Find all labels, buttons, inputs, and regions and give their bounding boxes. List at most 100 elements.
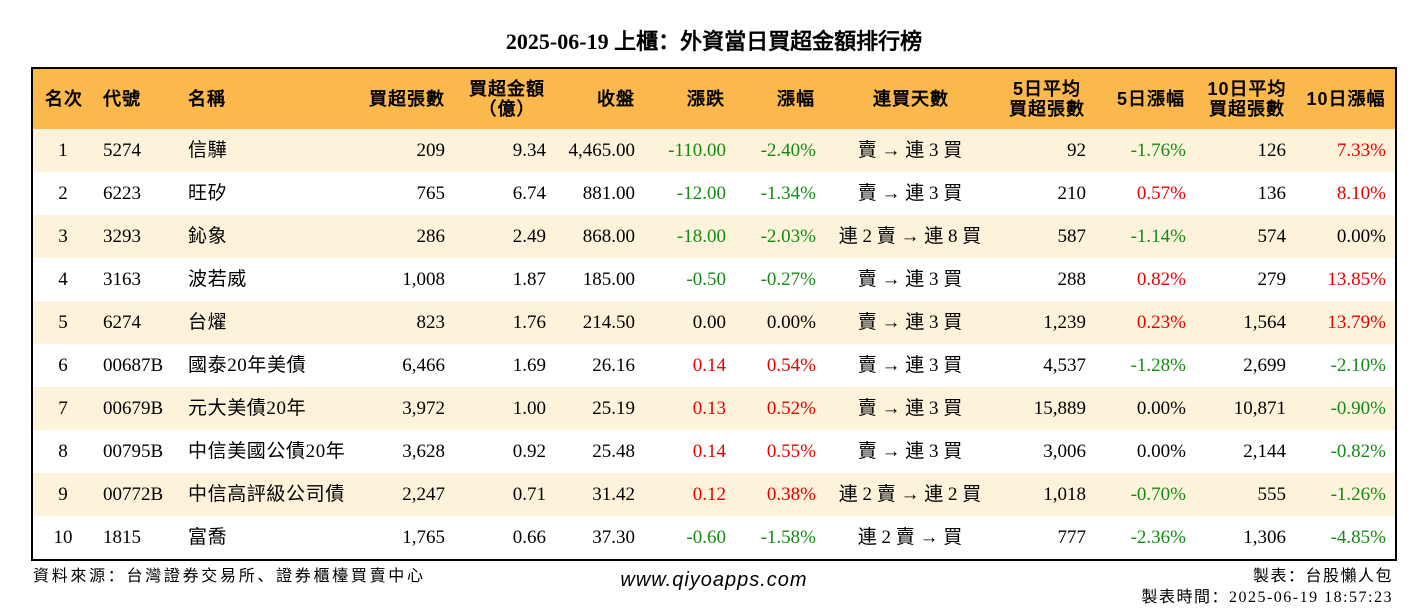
cell-close: 25.19 <box>592 398 635 419</box>
cell-name: 中信美國公債20年 <box>188 441 346 462</box>
table-row: 8 00795B 中信美國公債20年 3,628 0.92 25.48 0.14 0.55% 賣… <box>33 430 1395 473</box>
column-header-avg10-net-buy-lots: 10日平均 買超張數 <box>1197 69 1297 129</box>
cell-change-5d: 0.00% <box>1136 398 1186 419</box>
cell-net-buy-lots: 3,972 <box>402 398 445 419</box>
cell-change-10d: -4.85% <box>1330 527 1386 548</box>
cell-change-pct: 0.38% <box>766 484 816 505</box>
cell-change-10d: -0.82% <box>1330 441 1386 462</box>
cell-avg10-net-buy-lots: 2,144 <box>1243 441 1286 462</box>
column-header-line: 買超金額 <box>469 79 545 99</box>
cell-code: 00772B <box>103 484 164 505</box>
cell-change-pct: -1.58% <box>760 527 816 548</box>
cell-net-buy-amount: 1.69 <box>512 355 546 376</box>
cell-avg5-net-buy-lots: 92 <box>1067 140 1086 161</box>
table-row: 4 3163 波若威 1,008 1.87 185.00 -0.50 -0.27% 賣 → 連 … <box>33 258 1395 301</box>
cell-buy-streak: 連 2 賣 → 連 2 買 <box>838 484 982 505</box>
column-header-line: 名稱 <box>188 89 226 109</box>
cell-net-buy-amount: 6.74 <box>512 183 546 204</box>
column-header-line: 名次 <box>45 89 83 109</box>
cell-code: 00795B <box>103 441 164 462</box>
cell-avg10-net-buy-lots: 1,564 <box>1243 312 1286 333</box>
cell-close: 881.00 <box>582 183 635 204</box>
column-header-line: 漲幅 <box>777 89 815 109</box>
table-row: 3 3293 鈊象 286 2.49 868.00 -18.00 -2.03% 連 2 賣 → … <box>33 215 1395 258</box>
cell-name: 鈊象 <box>188 226 228 247</box>
cell-rank: 5 <box>58 312 68 333</box>
cell-change-10d: 8.10% <box>1336 183 1386 204</box>
column-header-line: （億） <box>478 99 536 119</box>
cell-avg5-net-buy-lots: 210 <box>1057 183 1087 204</box>
ranking-table: 名次 代號 名稱 買超張數 買超金額 （億） 收盤 漲跌 漲幅 連買天數 5日平均 買超張數 5日漲幅 1… <box>31 67 1397 561</box>
cell-change: 0.13 <box>692 398 726 419</box>
data-source-note: 資料來源：台灣證券交易所、證券櫃檯買賣中心 <box>33 568 426 585</box>
column-header-close: 收盤 <box>576 69 656 129</box>
column-header-change: 漲跌 <box>666 69 746 129</box>
cell-name: 旺矽 <box>188 183 228 204</box>
column-header-rank: 名次 <box>34 69 94 129</box>
cell-net-buy-lots: 765 <box>416 183 446 204</box>
cell-change-5d: -2.36% <box>1130 527 1186 548</box>
cell-buy-streak: 賣 → 連 3 買 <box>857 355 963 376</box>
cell-change-5d: 0.00% <box>1136 441 1186 462</box>
cell-rank: 6 <box>58 355 68 376</box>
cell-change-10d: 13.79% <box>1327 312 1386 333</box>
column-header-line: 連買天數 <box>873 89 949 109</box>
cell-buy-streak: 賣 → 連 3 買 <box>857 269 963 290</box>
cell-avg5-net-buy-lots: 288 <box>1057 269 1087 290</box>
cell-net-buy-lots: 209 <box>416 140 446 161</box>
cell-net-buy-amount: 2.49 <box>512 226 546 247</box>
cell-code: 6274 <box>103 312 141 333</box>
page-title: 2025-06-19 上櫃：外資當日買超金額排行榜 <box>505 29 923 54</box>
cell-buy-streak: 賣 → 連 3 買 <box>857 140 963 161</box>
cell-close: 25.48 <box>592 441 635 462</box>
cell-net-buy-amount: 1.00 <box>512 398 546 419</box>
cell-code: 3163 <box>103 269 141 290</box>
cell-change: -18.00 <box>676 226 726 247</box>
cell-change-pct: -2.40% <box>760 140 816 161</box>
cell-rank: 7 <box>58 398 68 419</box>
cell-change-pct: -2.03% <box>760 226 816 247</box>
cell-change-pct: 0.52% <box>766 398 816 419</box>
cell-avg10-net-buy-lots: 574 <box>1257 226 1287 247</box>
cell-close: 868.00 <box>582 226 635 247</box>
cell-change: 0.00 <box>692 312 726 333</box>
cell-change-5d: -0.70% <box>1130 484 1186 505</box>
credits: 製表：台股懶人包 製表時間：2025-06-19 18:57:23 <box>993 566 1393 608</box>
cell-buy-streak: 連 2 賣 → 買 <box>857 527 963 548</box>
cell-code: 6223 <box>103 183 141 204</box>
cell-change-pct: 0.00% <box>766 312 816 333</box>
column-header-line: 5日漲幅 <box>1116 89 1185 109</box>
table-body: 1 5274 信驊 209 9.34 4,465.00 -110.00 -2.40% 賣 → 連… <box>33 129 1395 559</box>
cell-net-buy-lots: 286 <box>416 226 446 247</box>
cell-avg10-net-buy-lots: 2,699 <box>1243 355 1286 376</box>
cell-net-buy-amount: 0.71 <box>512 484 546 505</box>
column-header-line: 漲跌 <box>687 89 725 109</box>
cell-change: -0.60 <box>686 527 726 548</box>
table-row: 5 6274 台燿 823 1.76 214.50 0.00 0.00% 賣 → 連 3 買 1,… <box>33 301 1395 344</box>
cell-change-10d: -1.26% <box>1330 484 1386 505</box>
cell-rank: 1 <box>58 140 68 161</box>
cell-rank: 9 <box>58 484 68 505</box>
table-row: 7 00679B 元大美債20年 3,972 1.00 25.19 0.13 0.52% 賣 →… <box>33 387 1395 430</box>
column-header-line: 10日平均 <box>1207 79 1287 99</box>
cell-code: 00687B <box>103 355 164 376</box>
cell-close: 185.00 <box>582 269 635 290</box>
cell-change-pct: 0.55% <box>766 441 816 462</box>
column-header-change-10d: 10日漲幅 <box>1298 69 1394 129</box>
cell-buy-streak: 賣 → 連 3 買 <box>857 441 963 462</box>
cell-change-10d: -0.90% <box>1330 398 1386 419</box>
cell-name: 國泰20年美債 <box>188 355 307 376</box>
cell-rank: 2 <box>58 183 68 204</box>
cell-change-pct: -1.34% <box>760 183 816 204</box>
table-row: 10 1815 富喬 1,765 0.66 37.30 -0.60 -1.58% 連 2 賣 →… <box>33 516 1395 559</box>
cell-avg5-net-buy-lots: 777 <box>1057 527 1087 548</box>
cell-net-buy-lots: 2,247 <box>402 484 445 505</box>
table-row: 2 6223 旺矽 765 6.74 881.00 -12.00 -1.34% 賣 → 連 3 … <box>33 172 1395 215</box>
cell-rank: 10 <box>53 527 73 548</box>
cell-change-5d: -1.28% <box>1130 355 1186 376</box>
cell-avg10-net-buy-lots: 10,871 <box>1233 398 1286 419</box>
cell-net-buy-lots: 1,008 <box>402 269 445 290</box>
cell-buy-streak: 連 2 賣 → 連 8 買 <box>838 226 982 247</box>
cell-code: 1815 <box>103 527 141 548</box>
cell-code: 00679B <box>103 398 164 419</box>
